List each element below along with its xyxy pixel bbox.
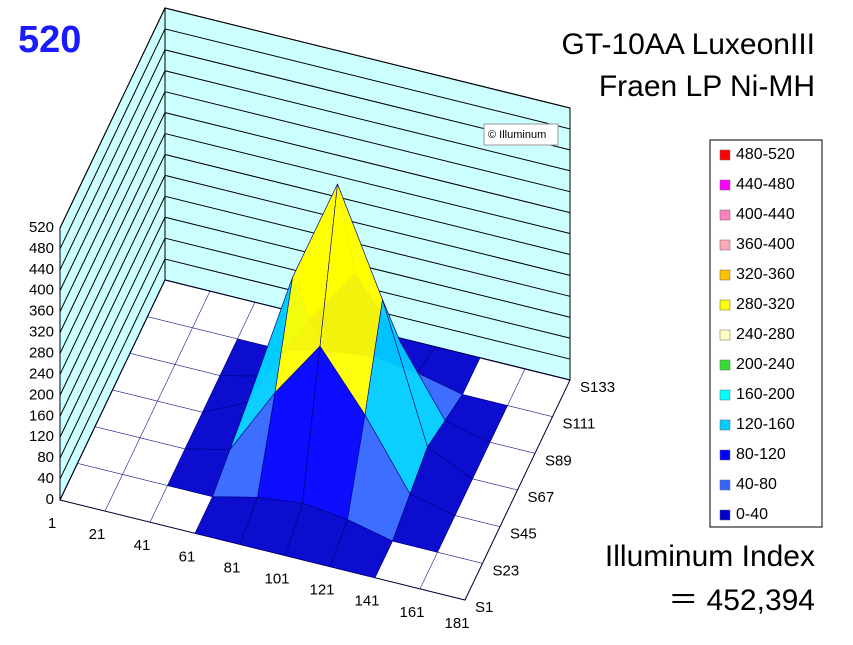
y-tick-label: S89: [545, 452, 572, 469]
legend-swatch: [719, 269, 731, 281]
y-tick-label: S111: [563, 416, 596, 433]
y-tick-label: S45: [510, 526, 537, 543]
legend-label: 0-40: [736, 506, 768, 523]
x-tick-label: 181: [444, 615, 469, 632]
z-tick-label: 120: [29, 428, 54, 445]
x-tick-label: 141: [354, 593, 379, 610]
legend: 480-520 440-480 400-440 360-400 320-360 280-3…: [709, 139, 823, 528]
z-tick-label: 200: [29, 386, 54, 403]
legend-label: 80-120: [736, 446, 786, 463]
grid-line: [59, 153, 571, 375]
y-tick-label: S67: [528, 489, 555, 506]
legend-swatch: [719, 329, 731, 341]
y-tick-label: S23: [493, 562, 520, 579]
x-tick-label: 121: [309, 582, 334, 599]
legend-swatch: [719, 389, 731, 401]
grid-line: [59, 195, 571, 417]
x-tick-label: 21: [89, 526, 106, 543]
legend-swatch: [719, 209, 731, 221]
legend-label: 120-160: [736, 416, 795, 433]
x-tick-label: 81: [224, 559, 241, 576]
grid-line: [59, 49, 571, 271]
legend-label: 400-440: [736, 206, 795, 223]
grid-line: [59, 28, 571, 250]
z-tick-label: 40: [37, 470, 54, 487]
grid-line: [59, 258, 571, 480]
chart-subtitle: Fraen LP Ni-MH: [599, 70, 815, 103]
y-tick-label: S133: [580, 379, 615, 396]
legend-swatch: [719, 419, 731, 431]
z-tick-label: 400: [29, 282, 54, 299]
legend-swatch: [719, 179, 731, 191]
legend-label: 160-200: [736, 386, 795, 403]
legend-swatch: [719, 359, 731, 371]
copyright-box: [483, 123, 559, 146]
grid-line: [59, 7, 571, 229]
legend-label: 200-240: [736, 356, 795, 373]
legend-label: 240-280: [736, 326, 795, 343]
y-tick-label: S1: [475, 599, 493, 616]
legend-label: 480-520: [736, 146, 795, 163]
z-tick-label: 480: [29, 240, 54, 257]
grid-line: [59, 237, 571, 459]
x-tick-label: 1: [48, 515, 56, 532]
legend-swatch: [719, 299, 731, 311]
legend-swatch: [719, 149, 731, 161]
z-tick-label: 360: [29, 303, 54, 320]
z-tick-label: 240: [29, 365, 54, 382]
z-tick-label: 320: [29, 324, 54, 341]
legend-label: 40-80: [736, 476, 777, 493]
x-tick-label: 61: [179, 548, 196, 565]
legend-label: 440-480: [736, 176, 795, 193]
x-tick-label: 161: [399, 604, 424, 621]
grid-line: [59, 216, 571, 438]
z-tick-label: 280: [29, 345, 54, 362]
grid-line: [59, 174, 571, 396]
legend-label: 360-400: [736, 236, 795, 253]
grid-line: [59, 112, 571, 333]
legend-swatch: [719, 239, 731, 251]
z-tick-label: 0: [46, 491, 54, 508]
z-tick-label: 160: [29, 407, 54, 424]
x-tick-label: 101: [264, 571, 289, 588]
surface-cell: [419, 551, 483, 601]
index-label: Illuminum Index: [605, 540, 815, 573]
grid-line: [59, 132, 571, 354]
legend-swatch: [719, 479, 731, 491]
chart-title: GT-10AA LuxeonIII: [562, 28, 816, 61]
z-tick-label: 440: [29, 261, 54, 278]
grid-line: [59, 91, 571, 312]
z-tick-label: 520: [29, 219, 54, 236]
peak-label: 520: [18, 19, 81, 61]
copyright: © Illuminum: [488, 129, 546, 141]
index-value: ＝ 452,394: [668, 584, 815, 617]
legend-label: 280-320: [736, 296, 795, 313]
legend-swatch: [719, 449, 731, 461]
z-tick-label: 80: [37, 449, 54, 466]
legend-label: 320-360: [736, 266, 795, 283]
legend-swatch: [719, 509, 731, 521]
grid-line: [59, 70, 571, 291]
x-tick-label: 41: [134, 537, 151, 554]
